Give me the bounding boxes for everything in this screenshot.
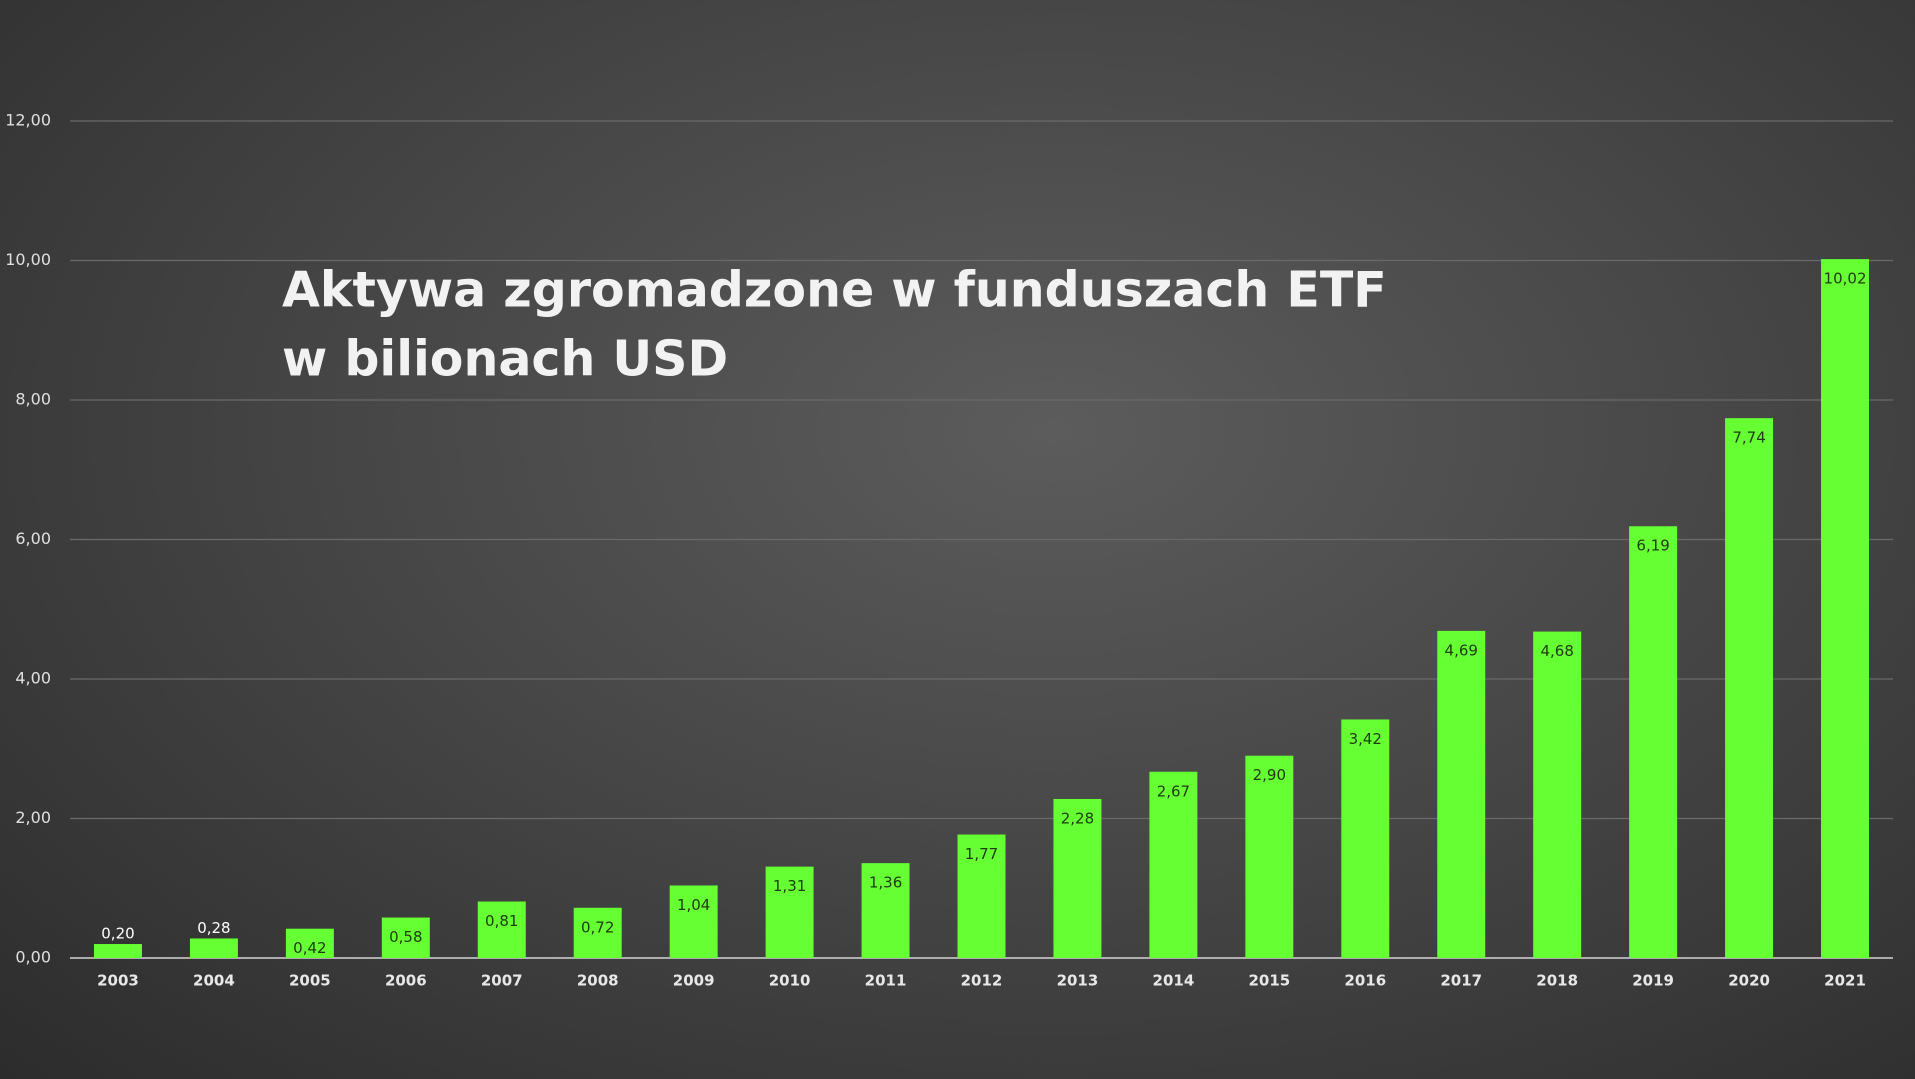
bar (1245, 755, 1294, 958)
value-label: 7,74 (1732, 429, 1765, 447)
value-label: 6,19 (1636, 537, 1669, 555)
x-tick-label: 2008 (577, 972, 619, 990)
x-tick-label: 2015 (1248, 972, 1290, 990)
x-tick-label: 2018 (1536, 972, 1578, 990)
bar (93, 944, 142, 958)
x-tick-label: 2012 (961, 972, 1003, 990)
value-label: 0,20 (101, 925, 134, 943)
bar (189, 938, 238, 958)
chart-title: Aktywa zgromadzone w funduszach ETF (282, 262, 1387, 319)
y-tick-label: 10,00 (5, 250, 51, 269)
bar (861, 863, 910, 958)
y-tick-label: 0,00 (15, 948, 51, 967)
x-tick-label: 2010 (769, 972, 811, 990)
x-tick-label: 2014 (1153, 972, 1195, 990)
x-tick-label: 2016 (1344, 972, 1386, 990)
bar (1821, 259, 1870, 959)
bar (381, 917, 430, 958)
value-label: 1,77 (965, 845, 998, 863)
value-label: 2,28 (1061, 809, 1094, 827)
value-label: 4,69 (1445, 641, 1478, 659)
bar (573, 907, 622, 958)
y-tick-label: 12,00 (5, 111, 51, 130)
chart-subtitle: w bilionach USD (282, 331, 728, 388)
x-tick-label: 2019 (1632, 972, 1674, 990)
bar (1629, 526, 1678, 958)
value-label: 10,02 (1824, 270, 1867, 288)
value-label: 4,68 (1540, 642, 1573, 660)
bar (957, 834, 1006, 958)
x-tick-label: 2004 (193, 972, 235, 990)
value-label: 0,28 (197, 919, 230, 937)
value-label: 0,72 (581, 918, 614, 936)
x-tick-label: 2011 (865, 972, 907, 990)
bar (669, 885, 718, 958)
x-tick-label: 2009 (673, 972, 715, 990)
x-tick-label: 2013 (1057, 972, 1099, 990)
x-tick-label: 2017 (1440, 972, 1482, 990)
bar (765, 866, 814, 958)
x-tick-label: 2021 (1824, 972, 1866, 990)
bar (1533, 631, 1582, 958)
bar (1341, 719, 1390, 958)
y-tick-label: 4,00 (15, 669, 51, 688)
x-tick-label: 2020 (1728, 972, 1770, 990)
value-label: 0,58 (389, 928, 422, 946)
x-tick-label: 2006 (385, 972, 427, 990)
bar (1437, 630, 1486, 958)
value-label: 1,31 (773, 877, 806, 895)
value-label: 2,67 (1157, 782, 1190, 800)
bar (1053, 798, 1102, 958)
bar (1725, 418, 1774, 958)
y-tick-label: 6,00 (15, 529, 51, 548)
y-tick-label: 2,00 (15, 808, 51, 827)
value-label: 1,36 (869, 874, 902, 892)
bar (285, 928, 334, 958)
x-tick-label: 2007 (481, 972, 523, 990)
x-tick-label: 2003 (97, 972, 139, 990)
value-label: 3,42 (1349, 730, 1382, 748)
value-label: 1,04 (677, 896, 710, 914)
value-label: 2,90 (1253, 766, 1286, 784)
value-label: 0,42 (293, 939, 326, 957)
x-tick-label: 2005 (289, 972, 331, 990)
y-tick-label: 8,00 (15, 390, 51, 409)
bar (1149, 771, 1198, 958)
value-label: 0,81 (485, 912, 518, 930)
bar (477, 901, 526, 958)
